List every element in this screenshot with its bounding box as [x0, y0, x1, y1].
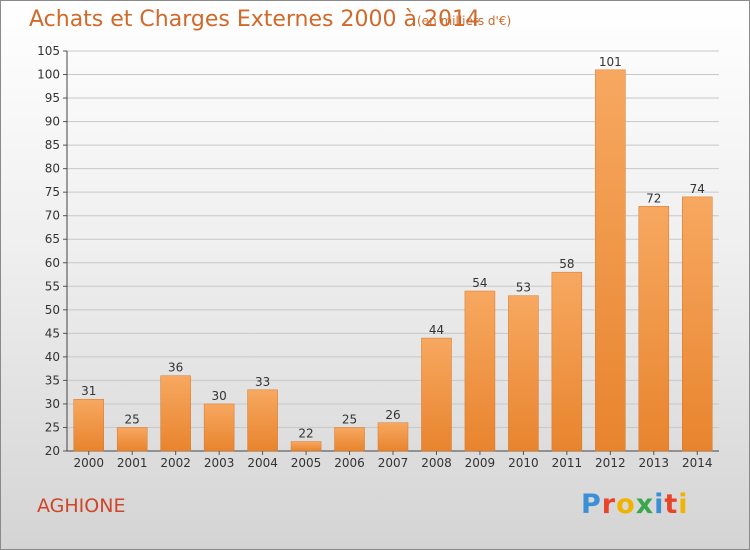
bar-2012: [595, 69, 626, 452]
y-tick-label: 100: [37, 68, 60, 82]
bar-2002: [160, 375, 191, 452]
x-tick-labels: 2000 2001 2002 2003 2004 2005 2006 2007 2008 2009…: [73, 451, 713, 470]
bar-2008: [421, 337, 452, 452]
bar-2005: [290, 441, 322, 452]
x-tick-label: 2010: [508, 456, 539, 470]
x-tick-label: 2002: [160, 456, 191, 470]
y-tick-label: 25: [45, 420, 60, 434]
bar-2010: [508, 295, 539, 452]
logo-letter: t: [664, 489, 679, 520]
x-tick-label: 2000: [73, 456, 104, 470]
data-label: 22: [298, 427, 313, 441]
y-tick-label: 90: [45, 115, 60, 129]
x-tick-label: 2011: [552, 456, 583, 470]
y-tick-label: 50: [45, 303, 60, 317]
y-tick-label: 60: [45, 256, 60, 270]
x-tick-label: 2004: [247, 456, 278, 470]
data-label: 44: [429, 323, 444, 337]
bar-2014: [682, 196, 713, 452]
data-label: 54: [472, 276, 487, 290]
y-tick-label: 30: [45, 397, 60, 411]
y-tick-label: 70: [45, 209, 60, 223]
data-label: 58: [559, 257, 574, 271]
data-labels: 31 25 36 30 33 22 25 26 44 54 53 58 101 72 74: [81, 55, 705, 441]
x-tick-label: 2001: [117, 456, 148, 470]
x-tick-label: 2007: [378, 456, 409, 470]
data-label: 33: [255, 375, 270, 389]
chart-title: Achats et Charges Externes 2000 à 2014: [29, 7, 480, 32]
y-tick-label: 105: [37, 44, 60, 58]
x-tick-label: 2013: [639, 456, 670, 470]
x-tick-label: 2008: [421, 456, 452, 470]
x-tick-label: 2006: [334, 456, 365, 470]
chart-subtitle: (en milliers d'€): [417, 14, 512, 28]
data-label: 31: [81, 384, 96, 398]
y-tick-label: 35: [45, 373, 60, 387]
x-tick-label: 2014: [682, 456, 713, 470]
y-tick-label: 40: [45, 350, 60, 364]
bar-2011: [551, 271, 583, 452]
data-label: 101: [599, 55, 622, 69]
y-tick-label: 45: [45, 326, 60, 340]
y-tick-label: 80: [45, 162, 60, 176]
logo-letter: P: [581, 489, 602, 520]
x-tick-label: 2009: [465, 456, 496, 470]
data-label: 74: [690, 182, 705, 196]
data-label: 25: [125, 412, 140, 426]
y-tick-label: 65: [45, 232, 60, 246]
bar-2000: [73, 398, 104, 452]
logo-letter: x: [635, 489, 655, 520]
y-tick-labels: 20 25 30 35 40 45 50 55 60 65 70 75 80 85 90 95 100 105: [37, 44, 60, 458]
bar-2009: [464, 290, 496, 452]
y-tick-label: 85: [45, 138, 60, 152]
logo-letter: i: [678, 489, 689, 520]
bar-2007: [377, 422, 409, 452]
logo-letter: i: [654, 489, 665, 520]
bar-2001: [116, 427, 148, 452]
y-tick-label: 20: [45, 444, 60, 458]
data-label: 25: [342, 412, 357, 426]
bar-2003: [203, 403, 235, 452]
y-tick-label: 75: [45, 185, 60, 199]
y-tick-label: 55: [45, 279, 60, 293]
data-label: 53: [516, 281, 531, 295]
data-label: 72: [646, 191, 661, 205]
bar-2013: [638, 206, 670, 452]
y-tick-label: 95: [45, 91, 60, 105]
logo-letter: r: [601, 489, 617, 520]
commune-name: AGHIONE: [37, 495, 126, 517]
bars: [73, 69, 713, 452]
bar-2004: [247, 389, 278, 452]
proxiti-logo: Proxiti: [581, 489, 689, 520]
x-tick-label: 2005: [291, 456, 322, 470]
data-label: 26: [385, 408, 400, 422]
data-label: 30: [211, 389, 226, 403]
bar-2006: [334, 427, 365, 452]
x-tick-label: 2012: [595, 456, 626, 470]
x-tick-label: 2003: [204, 456, 235, 470]
logo-letter: o: [616, 489, 636, 520]
data-label: 36: [168, 361, 183, 375]
